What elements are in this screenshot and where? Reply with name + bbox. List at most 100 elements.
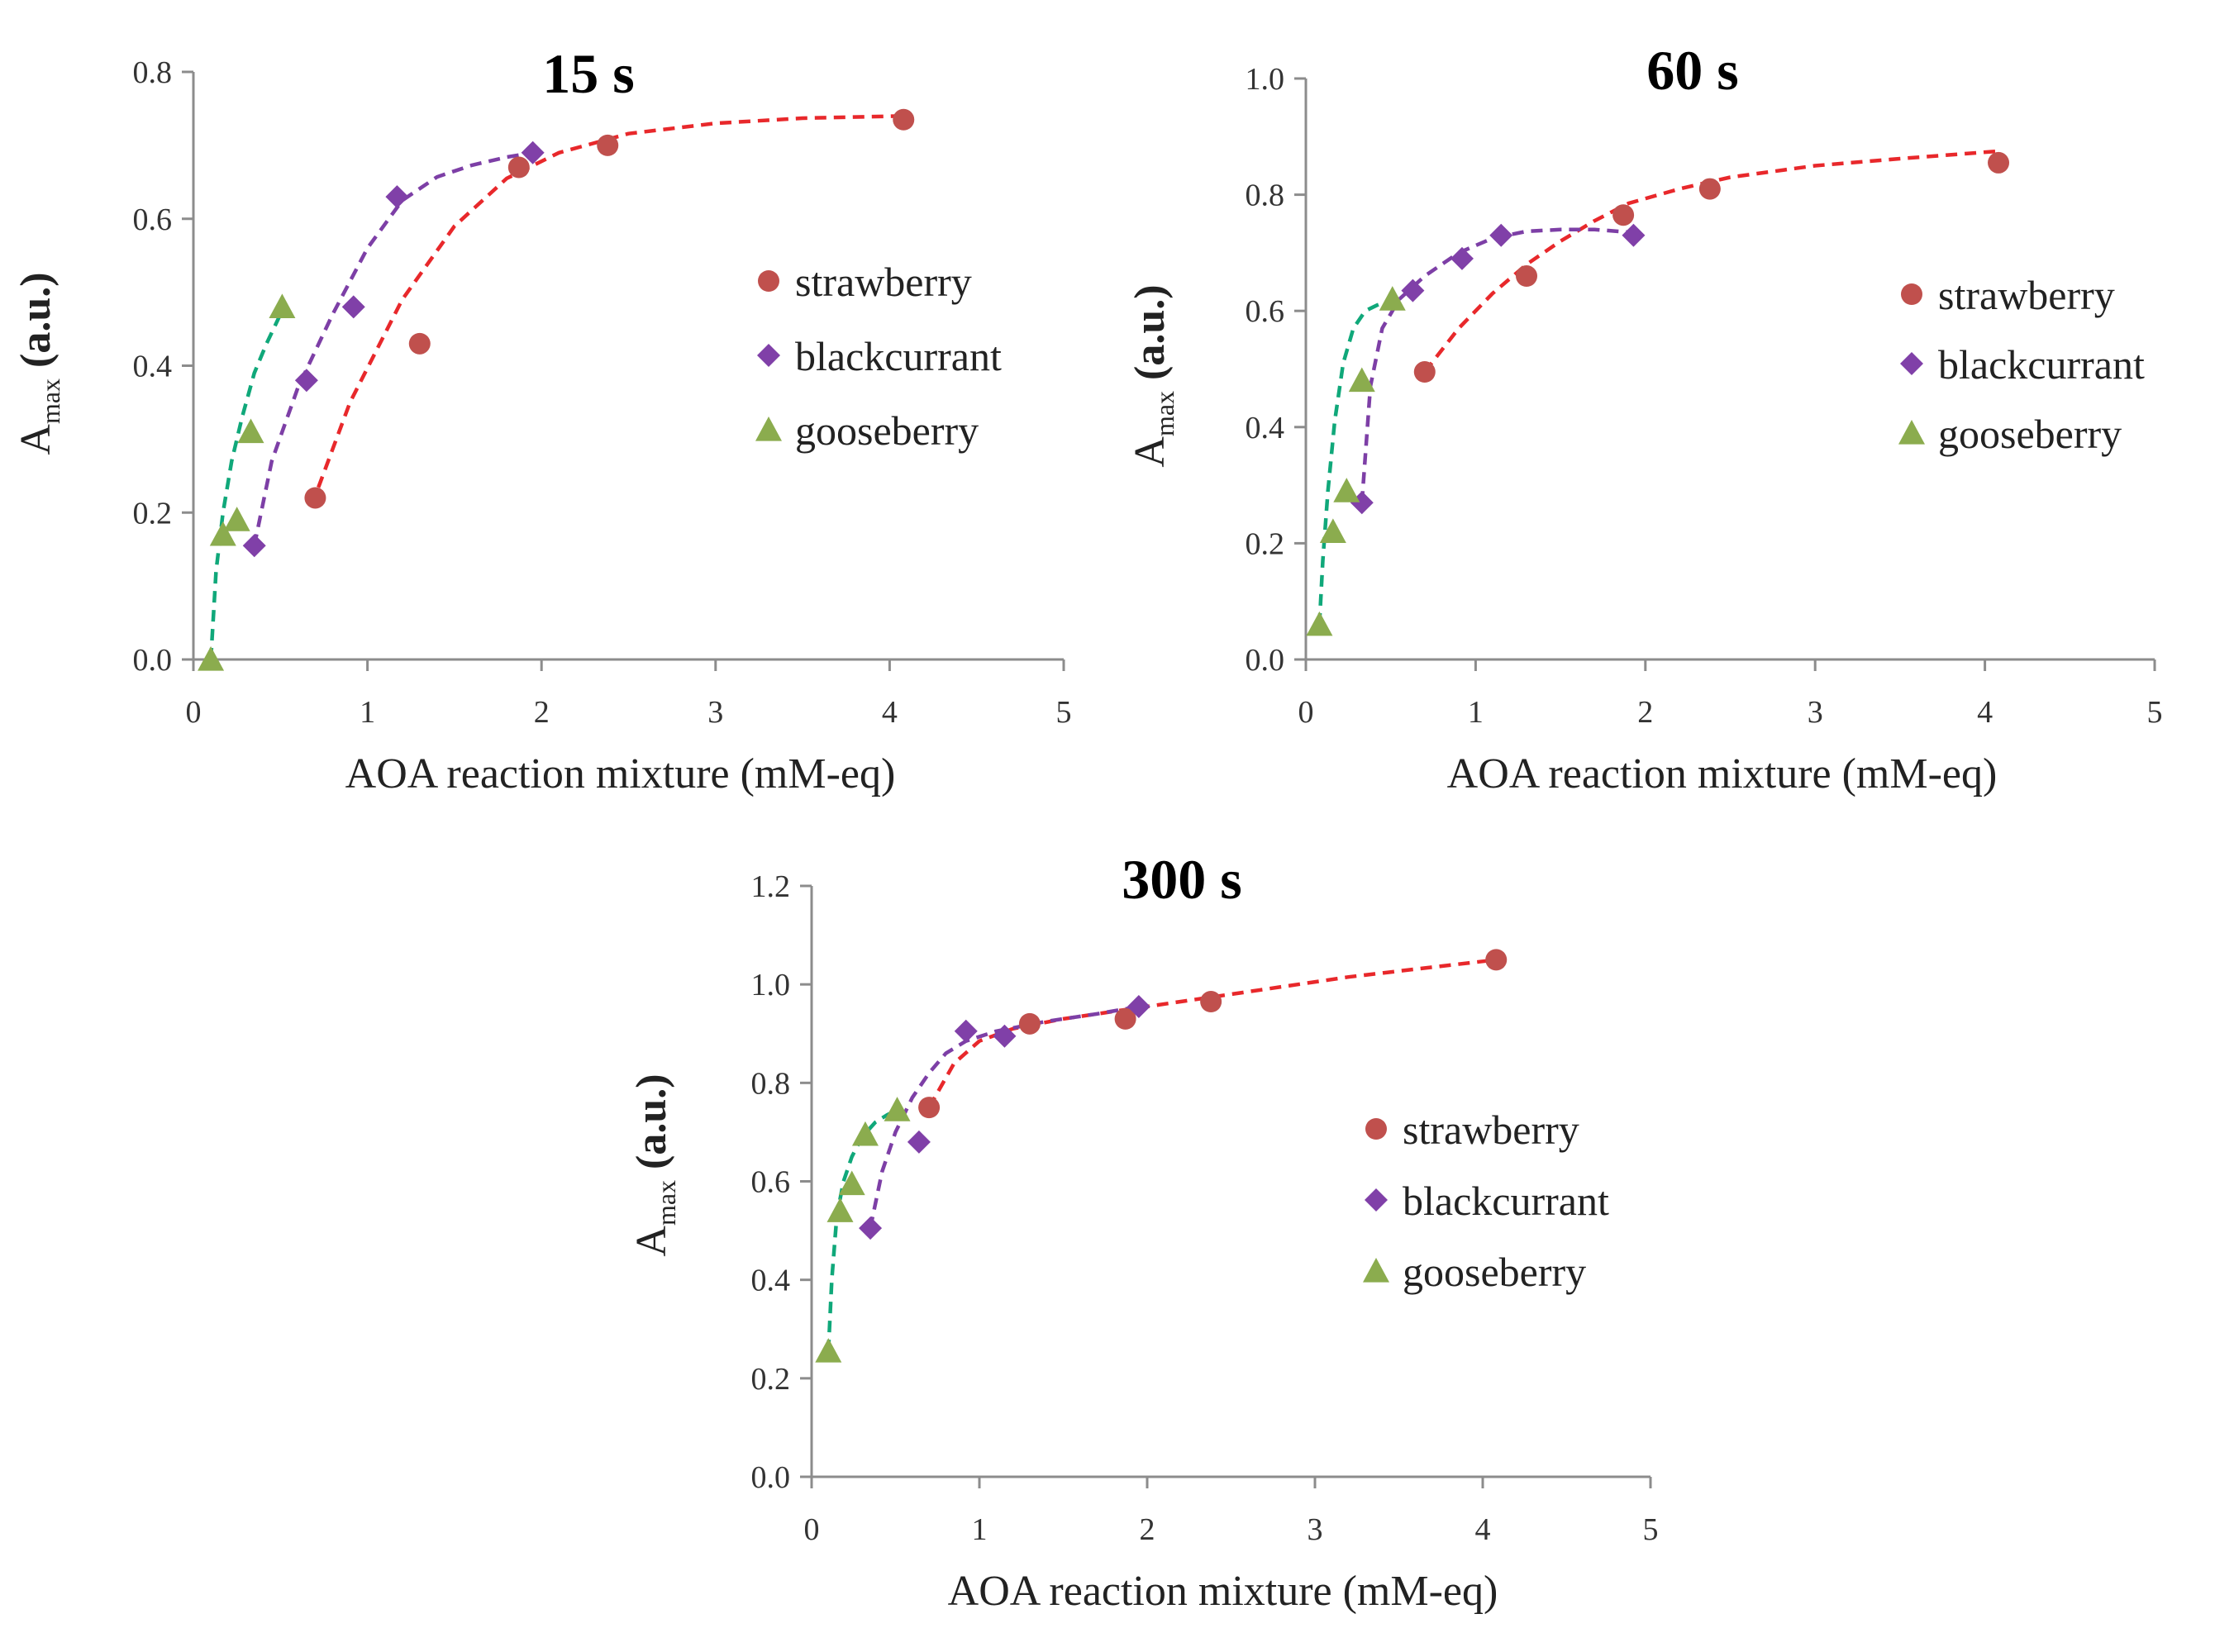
blackcurrant-point	[385, 185, 409, 209]
x-tick-label: 2	[1140, 1512, 1155, 1547]
blackcurrant-trendline	[252, 150, 534, 546]
x-tick-label: 1	[1468, 695, 1484, 730]
gooseberry-point	[1319, 518, 1346, 543]
y-axis-title: Amax (a.u.)	[1127, 284, 1179, 467]
y-tick-label: 0.2	[133, 496, 173, 531]
gooseberry-point	[1306, 611, 1333, 636]
y-tick-label: 0.4	[751, 1264, 791, 1298]
strawberry-point	[1485, 949, 1508, 971]
strawberry-point	[507, 156, 530, 179]
gooseberry-point	[884, 1097, 911, 1121]
strawberry-point	[918, 1097, 941, 1119]
y-tick-label: 0.0	[1246, 643, 1285, 678]
y-tick-label: 0.8	[133, 55, 173, 90]
gooseberry-point	[198, 646, 225, 671]
gooseberry-trendline	[1317, 297, 1393, 625]
gooseberry-trendline	[208, 309, 284, 660]
gooseberry-trendline	[826, 1108, 898, 1352]
y-tick-label: 0.4	[133, 350, 173, 384]
legend-gooseberry-marker	[1363, 1258, 1389, 1283]
strawberry-point	[304, 487, 326, 509]
legend-strawberry-marker	[758, 270, 779, 292]
strawberry-point	[1413, 361, 1436, 383]
legend-blackcurrant-label: blackcurrant	[795, 333, 1002, 379]
gooseberry-point	[815, 1338, 842, 1363]
x-axis-title: AOA reaction mixture (mM-eq)	[948, 1568, 1498, 1615]
strawberry-trendline	[1423, 149, 1999, 374]
y-tick-label: 0.8	[1246, 179, 1285, 213]
gooseberry-point	[1348, 367, 1375, 393]
x-tick-label: 5	[2147, 695, 2163, 730]
chart-3: 0.0 0.2 0.4 0.6 0.8 1.0 1.2 0 1 2 3 4 5 300 s AOA reac…	[628, 848, 1659, 1615]
strawberry-point	[1200, 991, 1222, 1013]
x-tick-label: 4	[1977, 695, 1993, 730]
x-tick-label: 4	[882, 695, 898, 730]
x-tick-label: 3	[1808, 695, 1823, 730]
x-tick-label: 2	[1637, 695, 1653, 730]
gooseberry-point	[223, 507, 250, 531]
gooseberry-point	[269, 293, 296, 318]
blackcurrant-trendline	[868, 1004, 1140, 1229]
y-tick-label: 1.0	[1246, 62, 1285, 97]
gooseberry-point	[1333, 478, 1360, 502]
legend-strawberry-label: strawberry	[1938, 272, 2115, 318]
strawberry-point	[597, 134, 619, 156]
strawberry-point	[408, 332, 431, 355]
gooseberry-point	[237, 418, 264, 444]
strawberry-point	[1698, 178, 1721, 200]
y-tick-label: 0.6	[751, 1165, 791, 1200]
x-tick-label: 4	[1475, 1512, 1491, 1547]
legend-blackcurrant-marker	[1900, 352, 1923, 375]
y-tick-label: 0.8	[751, 1066, 791, 1101]
blackcurrant-point	[1489, 223, 1513, 247]
x-tick-label: 0	[1298, 695, 1314, 730]
strawberry-point	[1018, 1012, 1041, 1035]
legend-strawberry-label: strawberry	[1403, 1107, 1579, 1153]
strawberry-point	[1516, 265, 1538, 288]
legend-strawberry-marker	[1901, 283, 1922, 305]
x-tick-label: 0	[186, 695, 202, 730]
gooseberry-point	[838, 1170, 865, 1196]
legend-gooseberry-label: gooseberry	[1938, 411, 2122, 457]
chart-title: 60 s	[1646, 39, 1738, 102]
x-tick-label: 5	[1056, 695, 1072, 730]
legend-gooseberry-label: gooseberry	[795, 407, 979, 454]
blackcurrant-point	[1127, 994, 1150, 1018]
x-tick-label: 2	[534, 695, 550, 730]
blackcurrant-point	[1401, 279, 1425, 302]
legend-gooseberry-marker	[1898, 420, 1925, 445]
y-tick-label: 0.0	[133, 643, 173, 678]
blackcurrant-point	[1622, 223, 1646, 247]
gooseberry-point	[209, 521, 236, 546]
blackcurrant-point	[242, 534, 266, 558]
blackcurrant-point	[521, 140, 545, 164]
chart-title: 300 s	[1122, 848, 1241, 911]
chart-title: 15 s	[542, 42, 634, 105]
y-tick-label: 0.2	[1246, 526, 1285, 561]
y-tick-label: 1.2	[751, 869, 791, 904]
legend-blackcurrant-label: blackcurrant	[1938, 341, 2145, 388]
legend-strawberry-marker	[1365, 1118, 1387, 1140]
chart-2: 0.0 0.2 0.4 0.6 0.8 1.0 0 1 2 3 4 5 60 s AOA reaction…	[1127, 39, 2163, 797]
y-tick-label: 0.2	[751, 1362, 791, 1397]
y-axis-title: Amax (a.u.)	[12, 272, 65, 455]
x-axis-title: AOA reaction mixture (mM-eq)	[345, 750, 896, 797]
x-tick-label: 3	[707, 695, 723, 730]
x-tick-label: 3	[1308, 1512, 1323, 1547]
legend-blackcurrant-label: blackcurrant	[1403, 1178, 1609, 1224]
y-tick-label: 0.6	[133, 202, 173, 237]
strawberry-point	[1988, 151, 2010, 174]
y-tick-label: 0.6	[1246, 294, 1285, 329]
legend-gooseberry-label: gooseberry	[1403, 1249, 1586, 1295]
blackcurrant-point	[993, 1024, 1017, 1048]
legend-strawberry-label: strawberry	[795, 259, 972, 305]
chart-1: 0.0 0.2 0.4 0.6 0.8 0 1 2 3 4 5 15 s AOA reaction mi…	[12, 42, 1072, 797]
gooseberry-point	[826, 1197, 854, 1222]
y-tick-label: 0.0	[751, 1460, 791, 1495]
y-tick-label: 1.0	[751, 968, 791, 1002]
x-tick-label: 1	[972, 1512, 988, 1547]
y-axis-title: Amax (a.u.)	[628, 1074, 681, 1256]
legend-blackcurrant-marker	[1365, 1188, 1388, 1212]
blackcurrant-point	[294, 369, 318, 393]
